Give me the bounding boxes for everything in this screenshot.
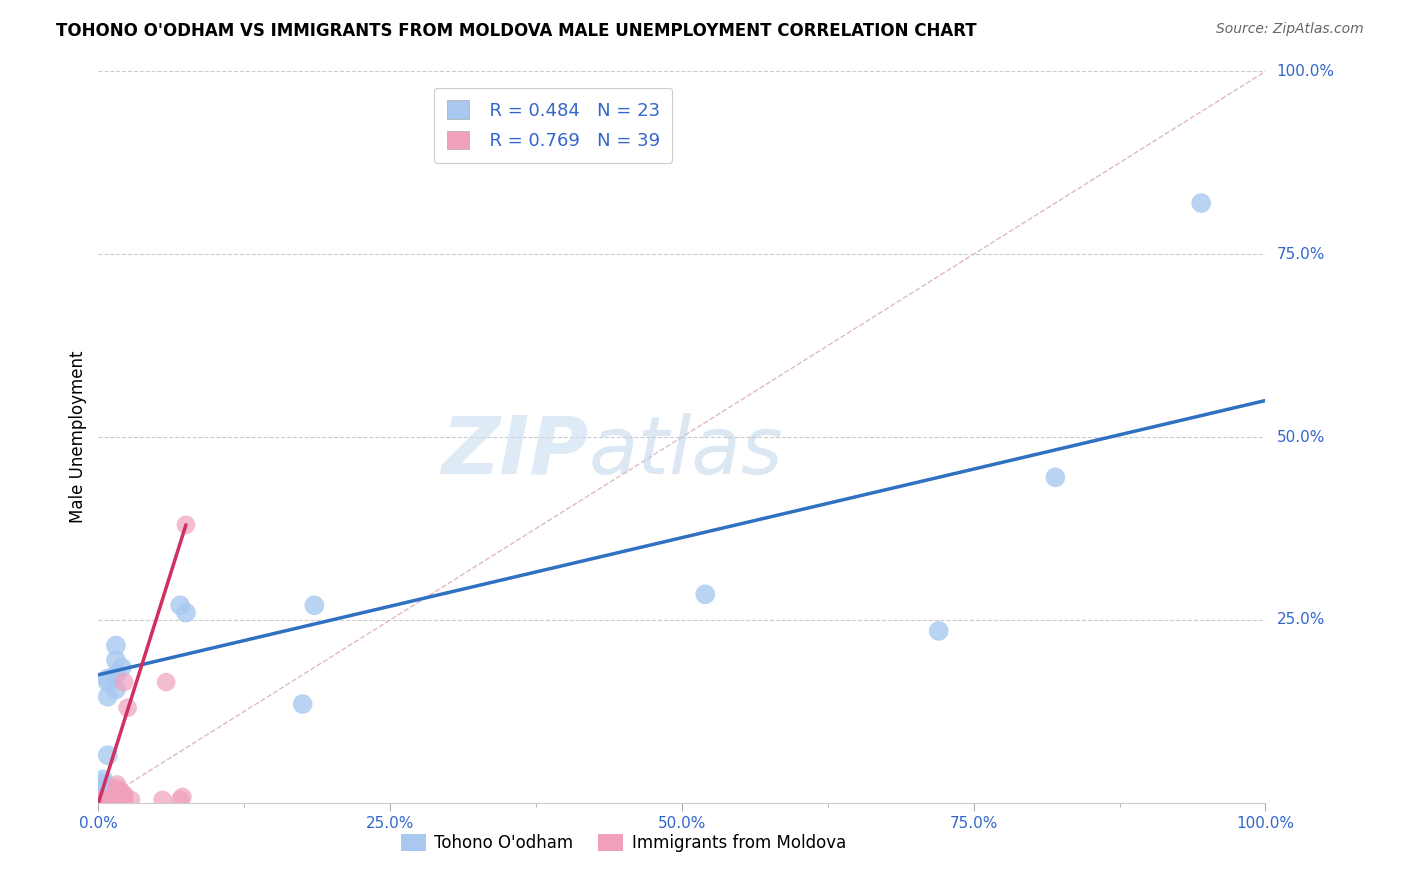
Text: 25.0%: 25.0% — [1277, 613, 1324, 627]
Point — [152, 793, 174, 807]
Text: Source: ZipAtlas.com: Source: ZipAtlas.com — [1216, 22, 1364, 37]
Point — [105, 787, 128, 801]
Point — [174, 606, 197, 620]
Point — [98, 793, 121, 807]
Point — [111, 660, 134, 674]
Point — [90, 784, 112, 798]
Point — [97, 748, 120, 763]
Point — [108, 793, 131, 807]
Point — [112, 787, 135, 801]
Point — [111, 793, 134, 807]
Point — [112, 675, 135, 690]
Point — [104, 789, 127, 804]
Point — [112, 789, 135, 804]
Point — [110, 785, 132, 799]
Point — [97, 672, 120, 686]
Point — [104, 789, 127, 804]
Point — [108, 793, 131, 807]
Point — [91, 772, 114, 787]
Point — [117, 700, 139, 714]
Point — [1045, 470, 1067, 484]
Point — [105, 785, 128, 799]
Point — [104, 793, 127, 807]
Legend: Tohono O'odham, Immigrants from Moldova: Tohono O'odham, Immigrants from Moldova — [392, 825, 855, 860]
Point — [104, 653, 127, 667]
Point — [1189, 196, 1212, 211]
Text: ZIP: ZIP — [441, 413, 589, 491]
Point — [110, 787, 132, 801]
Point — [97, 793, 120, 807]
Point — [97, 780, 120, 794]
Point — [110, 785, 132, 799]
Point — [90, 793, 112, 807]
Point — [104, 793, 127, 807]
Point — [105, 777, 128, 792]
Point — [928, 624, 950, 638]
Point — [101, 793, 124, 807]
Point — [174, 517, 197, 532]
Point — [291, 697, 314, 711]
Text: 100.0%: 100.0% — [1277, 64, 1334, 78]
Point — [104, 789, 127, 804]
Text: atlas: atlas — [589, 413, 783, 491]
Y-axis label: Male Unemployment: Male Unemployment — [69, 351, 87, 524]
Point — [155, 675, 177, 690]
Text: 50.0%: 50.0% — [1277, 430, 1324, 444]
Point — [104, 667, 127, 681]
Point — [104, 639, 127, 653]
Text: 75.0%: 75.0% — [1277, 247, 1324, 261]
Point — [91, 777, 114, 791]
Point — [172, 789, 194, 804]
Point — [105, 781, 128, 796]
Point — [108, 789, 131, 804]
Text: TOHONO O'ODHAM VS IMMIGRANTS FROM MOLDOVA MALE UNEMPLOYMENT CORRELATION CHART: TOHONO O'ODHAM VS IMMIGRANTS FROM MOLDOV… — [56, 22, 977, 40]
Point — [169, 793, 191, 807]
Point — [112, 793, 135, 807]
Point — [97, 690, 120, 704]
Point — [169, 599, 191, 613]
Point — [90, 792, 112, 806]
Point — [104, 682, 127, 697]
Point — [94, 793, 117, 807]
Point — [90, 793, 112, 807]
Point — [120, 793, 142, 807]
Point — [695, 587, 717, 601]
Point — [97, 675, 120, 690]
Point — [98, 793, 121, 807]
Point — [90, 789, 112, 803]
Point — [105, 785, 128, 799]
Point — [104, 793, 127, 807]
Point — [101, 793, 124, 807]
Point — [94, 793, 117, 807]
Point — [304, 599, 326, 613]
Point — [110, 787, 132, 801]
